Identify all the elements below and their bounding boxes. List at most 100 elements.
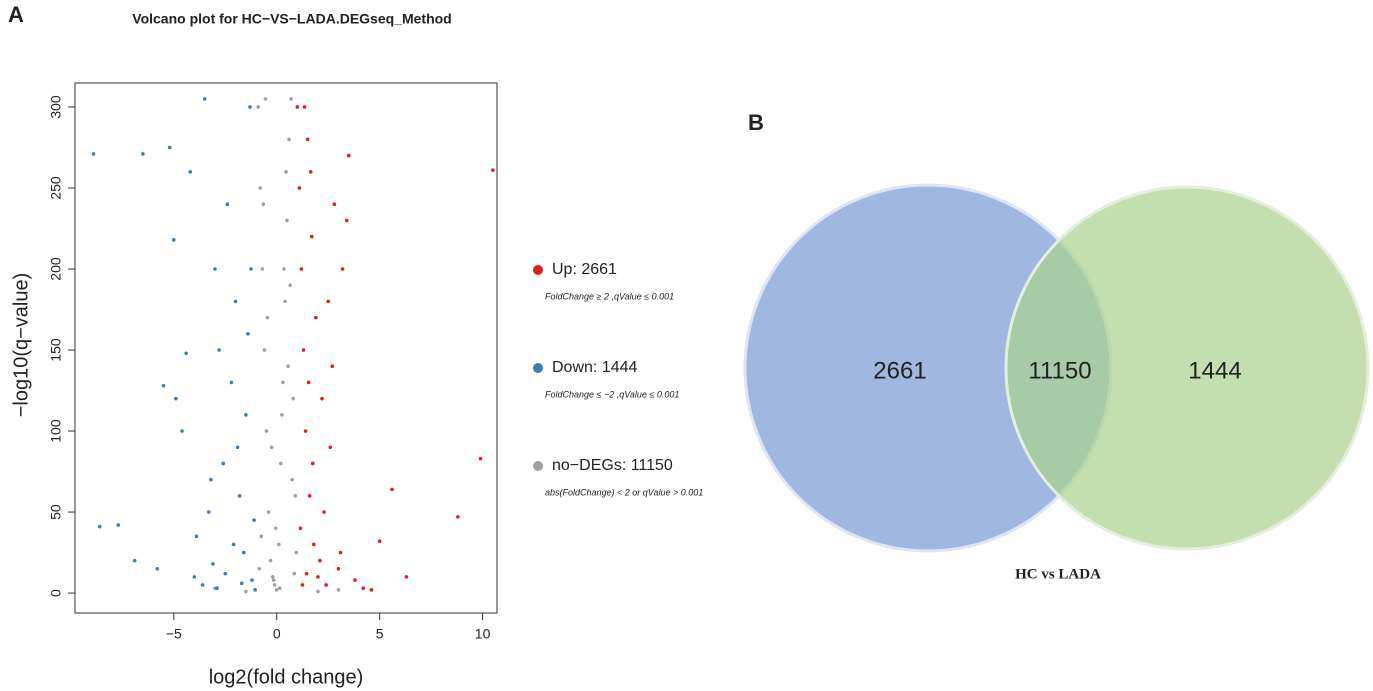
- point: [141, 152, 145, 156]
- point: [194, 534, 199, 539]
- point: [202, 97, 207, 101]
- point: [242, 550, 246, 555]
- y-tick-label: 250: [48, 176, 64, 200]
- x-axis-label: log2(fold change): [209, 666, 364, 688]
- region-count: 1444: [1188, 357, 1241, 384]
- point: [184, 351, 188, 356]
- legend-label: no−DEGs: 11150: [552, 457, 673, 474]
- point: [404, 575, 409, 579]
- point: [257, 566, 262, 571]
- point: [223, 571, 228, 576]
- point: [346, 153, 351, 158]
- point: [330, 364, 335, 369]
- point: [209, 477, 213, 482]
- point: [287, 137, 291, 142]
- point: [361, 586, 365, 591]
- point: [300, 583, 305, 587]
- point: [266, 510, 271, 514]
- point: [297, 186, 302, 190]
- legend-label: Up: 2661: [552, 261, 617, 278]
- point: [280, 413, 284, 417]
- point: [293, 494, 298, 498]
- point: [306, 380, 311, 385]
- point: [274, 588, 279, 592]
- point: [260, 267, 265, 271]
- point: [207, 510, 211, 514]
- point: [369, 588, 374, 592]
- point: [318, 558, 322, 563]
- point: [279, 461, 283, 466]
- point: [258, 186, 263, 190]
- y-tick-label: 50: [48, 504, 64, 520]
- point: [303, 429, 308, 433]
- chart-title: Volcano plot for HC−VS−LADA.DEGseq_Metho…: [132, 11, 451, 27]
- point: [270, 575, 275, 579]
- point: [299, 267, 304, 271]
- point: [307, 494, 312, 498]
- point: [282, 267, 286, 271]
- point: [338, 550, 343, 555]
- point: [237, 494, 242, 498]
- point: [200, 583, 205, 587]
- point: [294, 550, 299, 555]
- point: [244, 589, 248, 594]
- point: [132, 558, 137, 563]
- region-count: 2661: [873, 357, 926, 384]
- point: [249, 267, 253, 271]
- point: [235, 445, 240, 450]
- set-circle: [1004, 185, 1370, 551]
- point: [229, 380, 234, 385]
- point: [305, 137, 310, 142]
- y-tick-label: 0: [48, 589, 64, 597]
- point: [298, 526, 303, 531]
- point: [320, 396, 324, 401]
- legend-note: FoldChange ≥ 2 ,qValue ≤ 0.001: [545, 291, 674, 301]
- point: [288, 283, 292, 288]
- point: [221, 461, 226, 466]
- point: [269, 445, 274, 450]
- panel-label: A: [8, 2, 24, 27]
- venn-caption: HC vs LADA: [1015, 566, 1101, 582]
- point: [192, 575, 197, 579]
- point: [308, 169, 313, 174]
- point: [478, 456, 483, 461]
- point: [332, 202, 337, 206]
- x-tick-label: 5: [376, 626, 384, 642]
- point: [344, 218, 349, 223]
- point: [225, 202, 230, 206]
- point: [295, 105, 300, 109]
- point: [311, 542, 316, 547]
- x-tick-label: 0: [273, 626, 281, 642]
- panel-label: B: [748, 110, 764, 135]
- point: [286, 364, 290, 369]
- point: [290, 477, 294, 482]
- point: [248, 105, 252, 109]
- point: [273, 526, 278, 531]
- y-axis-label: −log10(q−value): [10, 273, 32, 418]
- point: [91, 152, 96, 156]
- point: [233, 299, 238, 304]
- point: [155, 566, 160, 571]
- point: [272, 583, 277, 587]
- point: [304, 571, 309, 576]
- point: [324, 583, 328, 587]
- legend-note: abs(FoldChange) < 2 or qValue > 0.001: [545, 487, 703, 497]
- legend-note: FoldChange ≤ −2 ,qValue ≤ 0.001: [545, 389, 679, 399]
- point: [316, 589, 320, 594]
- legend-marker: [533, 461, 543, 471]
- point: [283, 299, 287, 304]
- point: [97, 524, 102, 529]
- point: [172, 238, 176, 242]
- point: [289, 97, 293, 101]
- point: [252, 518, 256, 522]
- point: [377, 539, 382, 544]
- point: [231, 542, 236, 547]
- legend-marker: [533, 265, 543, 275]
- point: [180, 429, 184, 433]
- point: [328, 445, 333, 450]
- point: [316, 575, 320, 579]
- point: [314, 315, 318, 320]
- y-tick-label: 200: [48, 257, 64, 281]
- point: [167, 145, 172, 150]
